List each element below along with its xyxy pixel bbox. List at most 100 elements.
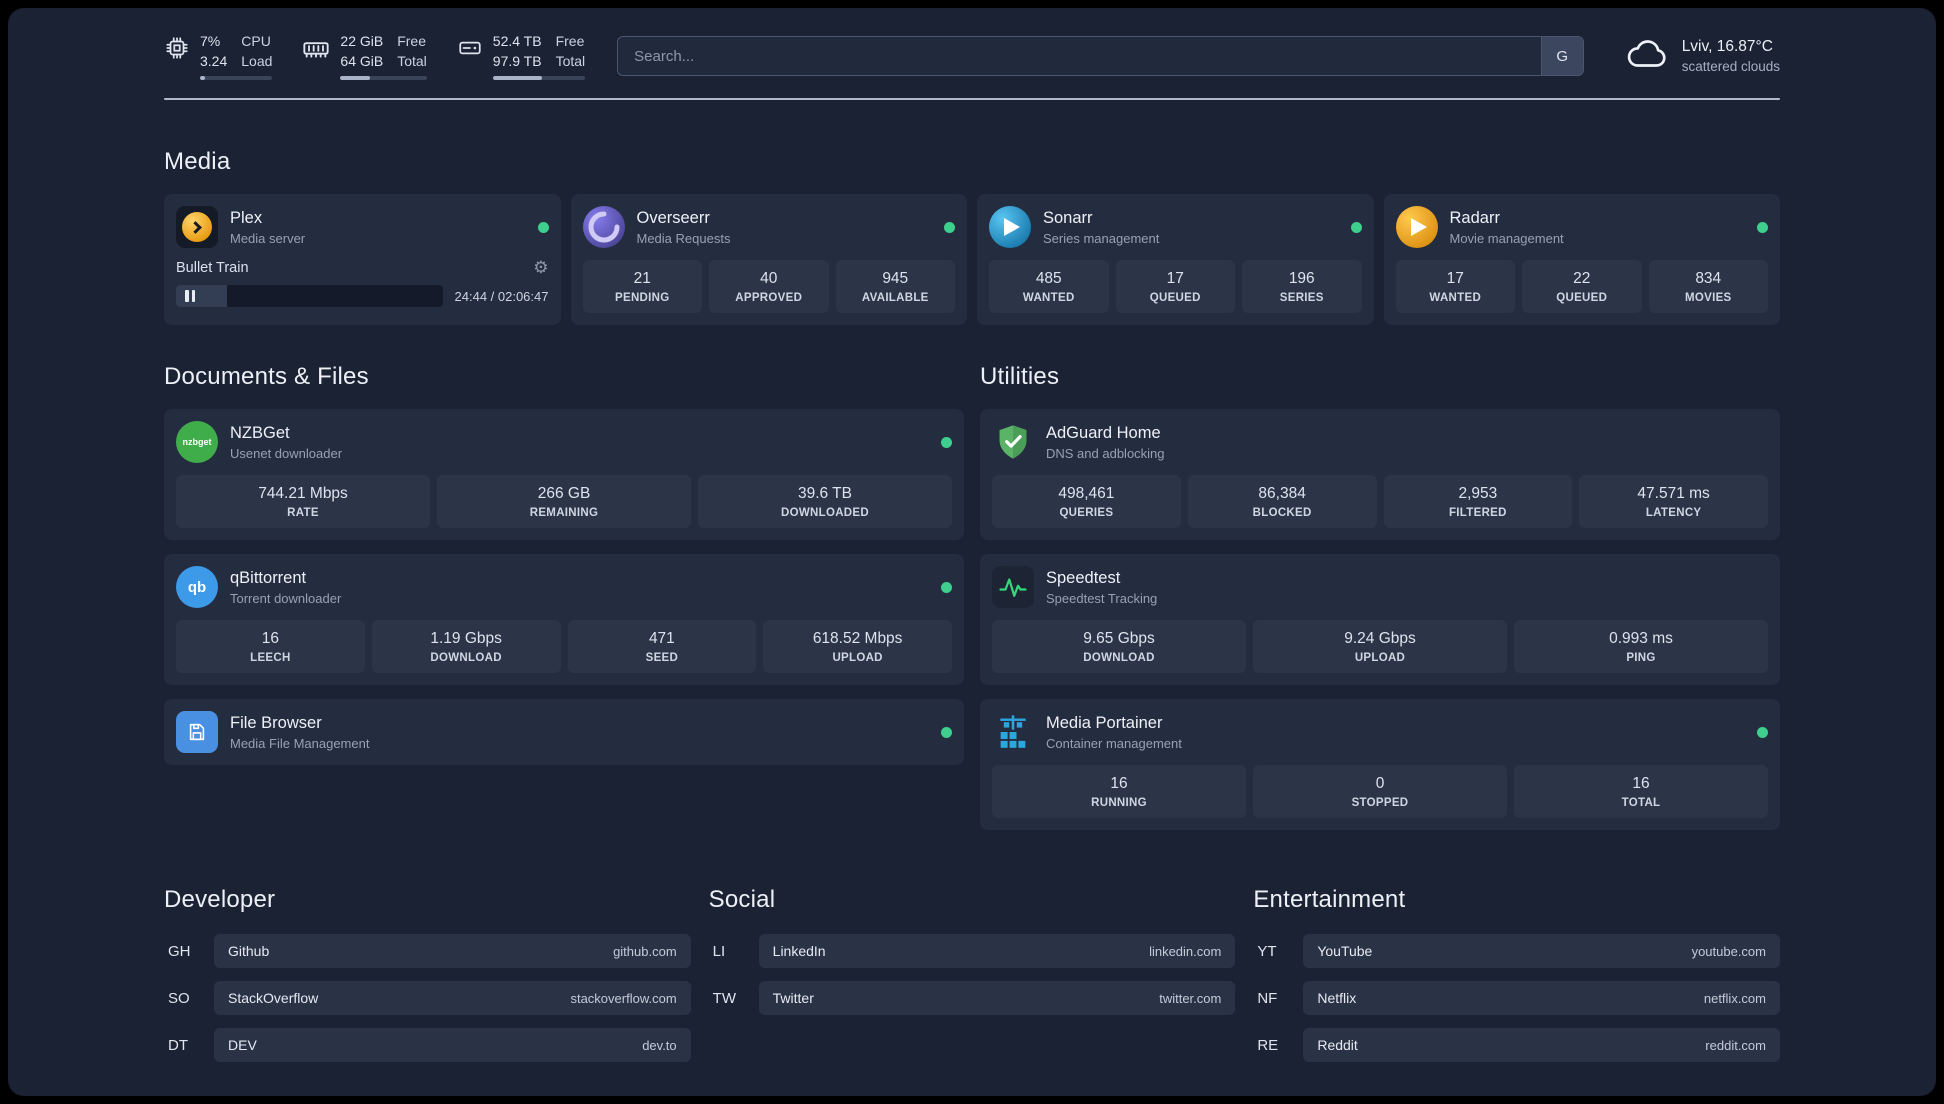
stat-tile: 22 QUEUED [1522, 260, 1642, 313]
stat-tile: 16 LEECH [176, 620, 365, 673]
stat-tile: 17 QUEUED [1115, 260, 1235, 313]
now-playing-title: Bullet Train [176, 259, 249, 276]
bookmark-abbr: SO [168, 989, 190, 1007]
ram-icon [302, 35, 330, 68]
weather-location: Lviv, 16.87°C [1681, 38, 1773, 55]
bookmarks: Developer GH Github github.com SO StackOv… [164, 886, 1780, 1075]
cpu-usage-bar [200, 76, 273, 81]
bookmark-abbr: DT [168, 1036, 188, 1054]
overseerr-card[interactable]: Overseerr Media Requests 21 PENDING 40 APP… [570, 194, 967, 325]
ram-total-label: Total [397, 52, 427, 69]
bookmark-twitter[interactable]: TW Twitter twitter.com [709, 981, 1236, 1015]
sonarr-card[interactable]: Sonarr Series management 485 WANTED 17 QUE… [977, 194, 1374, 325]
bookmark-abbr: TW [712, 989, 736, 1007]
nzbget-icon: nzbget [176, 421, 218, 463]
cpu-load-value: 3.24 [200, 52, 228, 69]
status-dot [944, 221, 955, 233]
status-dot [941, 436, 952, 448]
system-widgets: 7% 3.24 CPU Load [164, 32, 586, 81]
app-desc: Media File Management [230, 735, 370, 751]
weather-condition: scattered clouds [1681, 59, 1780, 74]
section-title-media: Media [164, 148, 231, 175]
stat-tile: 40 APPROVED [709, 260, 829, 313]
cpu-load-label: Load [241, 52, 273, 69]
stat-tile: 266 GB REMAINING [437, 475, 691, 528]
app-desc: Usenet downloader [230, 445, 343, 461]
app-desc: Container management [1046, 735, 1182, 751]
app-desc: Movie management [1449, 230, 1564, 246]
status-dot [941, 726, 952, 738]
bookmark-reddit[interactable]: RE Reddit reddit.com [1253, 1028, 1780, 1062]
disk-total-label: Total [555, 52, 586, 69]
app-desc: Speedtest Tracking [1046, 590, 1158, 606]
app-desc: Series management [1043, 230, 1160, 246]
bookmark-dev[interactable]: DT DEV dev.to [164, 1028, 691, 1062]
app-name: Radarr [1449, 208, 1500, 227]
app-desc: Torrent downloader [230, 590, 342, 606]
app-name: File Browser [230, 713, 322, 732]
plex-now-playing: Bullet Train ⚙ 24:44 / 02:06:47 [176, 259, 549, 307]
playback-progress-bar[interactable] [176, 285, 443, 307]
disk-free-value: 52.4 TB [492, 32, 542, 49]
adguard-card[interactable]: AdGuard Home DNS and adblocking 498,461 Q… [980, 409, 1780, 540]
documents-column: Documents & Files nzbget NZBGet Usenet d… [164, 363, 964, 830]
disk-usage-bar [492, 76, 586, 81]
stat-tile: 9.24 Gbps UPLOAD [1253, 620, 1507, 673]
stat-tile: 9.65 Gbps DOWNLOAD [992, 620, 1246, 673]
qbittorrent-card[interactable]: qb qBittorrent Torrent downloader 16 LEEC… [164, 554, 964, 685]
stat-tile: 17 WANTED [1395, 260, 1515, 313]
bookmark-github[interactable]: GH Github github.com [164, 934, 691, 968]
pause-icon[interactable] [185, 290, 195, 302]
app-desc: DNS and adblocking [1046, 445, 1165, 461]
bookmarks-entertainment: Entertainment YT YouTube youtube.com NF N… [1253, 886, 1780, 1075]
stat-tile: 498,461 QUERIES [992, 475, 1181, 528]
header-divider [164, 98, 1780, 100]
stat-tile: 471 SEED [567, 620, 757, 673]
adguard-icon [992, 421, 1034, 463]
status-dot [537, 221, 549, 233]
radarr-card[interactable]: Radarr Movie management 17 WANTED 22 QUEUE… [1383, 194, 1780, 325]
bookmark-netflix[interactable]: NF Netflix netflix.com [1253, 981, 1780, 1015]
app-name: Overseerr [636, 208, 710, 227]
section-title-documents: Documents & Files [164, 363, 369, 390]
bookmark-stackoverflow[interactable]: SO StackOverflow stackoverflow.com [164, 981, 691, 1015]
top-bar: 7% 3.24 CPU Load [164, 8, 1780, 81]
portainer-icon [992, 711, 1034, 753]
sonarr-icon [989, 206, 1031, 248]
app-name: Media Portainer [1046, 713, 1163, 732]
bookmark-youtube[interactable]: YT YouTube youtube.com [1253, 934, 1780, 968]
app-desc: Media Requests [636, 230, 731, 246]
stat-tile: 196 SERIES [1242, 260, 1362, 313]
ram-free-value: 22 GiB [340, 32, 384, 49]
stat-tile: 86,384 BLOCKED [1187, 475, 1377, 528]
overseerr-icon [582, 206, 625, 248]
bookmark-linkedin[interactable]: LI LinkedIn linkedin.com [709, 934, 1236, 968]
stat-tile: 39.6 TB DOWNLOADED [698, 475, 952, 528]
search-engine-button[interactable]: G [1540, 37, 1583, 75]
disk-total-value: 97.9 TB [492, 52, 542, 69]
app-name: NZBGet [230, 423, 290, 442]
status-dot [1757, 221, 1768, 233]
playback-time: 24:44 / 02:06:47 [454, 288, 549, 304]
ram-widget: 22 GiB 64 GiB Free Total [302, 32, 427, 81]
disk-free-label: Free [555, 32, 585, 49]
disk-icon [457, 35, 483, 66]
stat-tile: 618.52 Mbps UPLOAD [763, 620, 952, 673]
portainer-card[interactable]: Media Portainer Container management 16 R… [980, 699, 1780, 830]
stat-tile: 1.19 Gbps DOWNLOAD [371, 620, 561, 673]
speedtest-card[interactable]: Speedtest Speedtest Tracking 9.65 Gbps DO… [980, 554, 1780, 685]
filebrowser-card[interactable]: File Browser Media File Management [164, 699, 964, 765]
ram-total-value: 64 GiB [340, 52, 384, 69]
nzbget-card[interactable]: nzbget NZBGet Usenet downloader 744.21 M… [164, 409, 964, 540]
bookmark-abbr: GH [168, 942, 191, 960]
search-input[interactable] [617, 36, 1584, 76]
section-title-entertainment: Entertainment [1253, 886, 1406, 913]
plex-card[interactable]: Plex Media server Bullet Train ⚙ [164, 194, 561, 325]
utilities-column: Utilities [980, 363, 1780, 830]
bookmark-abbr: RE [1257, 1036, 1279, 1054]
stat-tile: 0.993 ms PING [1514, 620, 1768, 673]
settings-icon[interactable]: ⚙ [533, 258, 549, 277]
stat-tile: 744.21 Mbps RATE [176, 475, 430, 528]
section-title-social: Social [708, 886, 776, 913]
cpu-usage-value: 7% [200, 32, 221, 49]
